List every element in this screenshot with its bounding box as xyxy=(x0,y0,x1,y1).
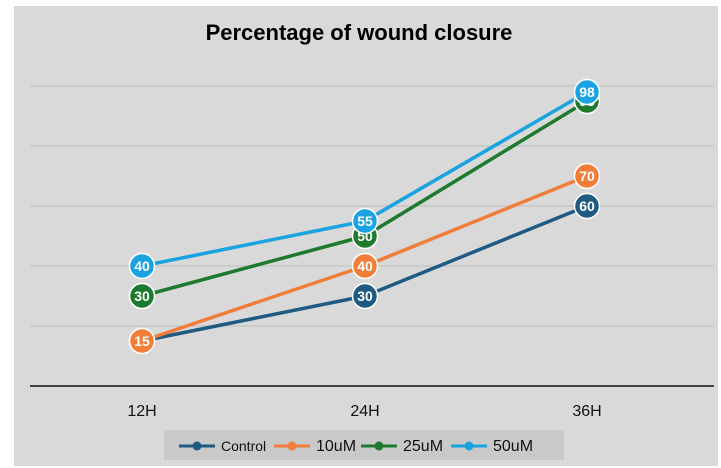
line-chart: Percentage of wound closure 12H 24H 36H 15… xyxy=(30,20,714,460)
legend-swatch-marker xyxy=(464,441,474,451)
x-tick-label: 24H xyxy=(350,403,379,420)
legend-swatch-marker xyxy=(374,441,384,451)
data-label: 30 xyxy=(134,288,150,304)
data-point xyxy=(128,252,156,280)
data-point xyxy=(573,192,601,220)
data-label: 98 xyxy=(579,84,595,100)
data-point xyxy=(573,78,601,106)
data-label: 40 xyxy=(357,258,373,274)
data-point xyxy=(573,162,601,190)
data-point xyxy=(351,282,379,310)
chart-title: Percentage of wound closure xyxy=(206,20,513,45)
legend-label: 10uM xyxy=(316,438,356,455)
data-label: 60 xyxy=(579,198,595,214)
data-point xyxy=(128,327,156,355)
data-label: 70 xyxy=(579,168,595,184)
data-label: 15 xyxy=(134,333,150,349)
chart: Percentage of wound closure 12H 24H 36H 15… xyxy=(14,6,718,466)
data-point xyxy=(351,252,379,280)
legend-label: Control xyxy=(221,438,266,454)
data-label: 55 xyxy=(357,213,373,229)
data-point xyxy=(128,282,156,310)
legend-swatch-marker xyxy=(287,441,297,451)
x-tick-label: 36H xyxy=(572,403,601,420)
legend-label: 25uM xyxy=(403,438,443,455)
legend: Control 10uM 25uM 50uM xyxy=(164,430,564,460)
series-points: 153060154070305095405598 xyxy=(128,78,601,355)
data-label: 40 xyxy=(134,258,150,274)
data-point xyxy=(351,207,379,235)
legend-swatch-marker xyxy=(192,441,202,451)
legend-label: 50uM xyxy=(493,438,533,455)
data-label: 30 xyxy=(357,288,373,304)
x-tick-label: 12H xyxy=(127,403,156,420)
x-axis: 12H 24H 36H xyxy=(30,385,714,420)
